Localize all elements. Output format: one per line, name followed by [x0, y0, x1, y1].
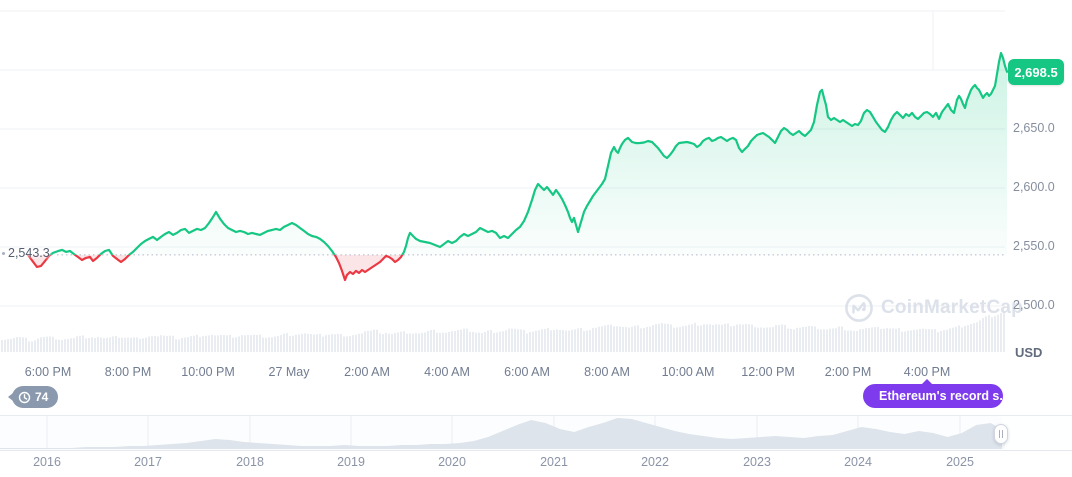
- x-axis-tick: 8:00 AM: [584, 365, 630, 379]
- x-axis-tick: 6:00 PM: [24, 365, 72, 379]
- y-axis-label: 2,650.0: [1013, 121, 1055, 135]
- previous-close-label: 2,543.3: [2, 246, 50, 260]
- watching-badge: 74: [8, 386, 59, 408]
- y-axis-label: 2,550.0: [1013, 239, 1055, 253]
- x-axis-tick: 12:00 PM: [741, 365, 795, 379]
- watching-count: 74: [35, 390, 49, 404]
- navigator-year-label: 2020: [438, 455, 466, 469]
- navigator-year-label: 2016: [33, 455, 61, 469]
- baseline-tick-icon: [2, 251, 5, 255]
- y-axis-label: 2,600.0: [1013, 180, 1055, 194]
- navigator-year-label: 2025: [946, 455, 974, 469]
- watermark-text: CoinMarketCap: [881, 297, 1023, 318]
- announcement-label: Ethereum's record s...: [879, 389, 1010, 403]
- x-axis-tick: 6:00 AM: [504, 365, 550, 379]
- x-axis-tick: 4:00 AM: [424, 365, 470, 379]
- navigator-year-label: 2021: [540, 455, 568, 469]
- navigator-year-label: 2018: [236, 455, 264, 469]
- badge-notch: [921, 379, 933, 385]
- x-axis-tick: 10:00 AM: [661, 365, 715, 379]
- x-axis-tick: 2:00 AM: [344, 365, 390, 379]
- coinmarketcap-logo-icon: [845, 294, 873, 322]
- navigator-year-label: 2022: [641, 455, 669, 469]
- x-axis-tick: 27 May: [268, 365, 310, 379]
- x-axis-tick: 10:00 PM: [181, 365, 235, 379]
- navigator-canvas[interactable]: [0, 416, 1072, 450]
- x-axis-tick: 2:00 PM: [824, 365, 872, 379]
- navigator-year-label: 2019: [337, 455, 365, 469]
- previous-close-value: 2,543.3: [8, 246, 50, 260]
- navigator-year-label: 2024: [844, 455, 872, 469]
- clock-icon: [18, 391, 31, 403]
- announcement-badge[interactable]: Ethereum's record s...: [863, 379, 1010, 408]
- navigator-year-label: 2017: [134, 455, 162, 469]
- x-axis-tick: 8:00 PM: [104, 365, 152, 379]
- navigator-handle[interactable]: [994, 424, 1008, 444]
- last-price-badge: 2,698.5: [1008, 59, 1064, 85]
- currency-label: USD: [1015, 345, 1043, 360]
- price-chart-canvas[interactable]: [0, 0, 1072, 360]
- watermark: CoinMarketCap: [844, 293, 1023, 323]
- range-navigator[interactable]: [0, 415, 1072, 451]
- navigator-unselected-region: [1002, 416, 1072, 450]
- navigator-year-label: 2023: [743, 455, 771, 469]
- x-axis-tick: 4:00 PM: [903, 365, 951, 379]
- y-axis-label: 2,500.0: [1013, 298, 1055, 312]
